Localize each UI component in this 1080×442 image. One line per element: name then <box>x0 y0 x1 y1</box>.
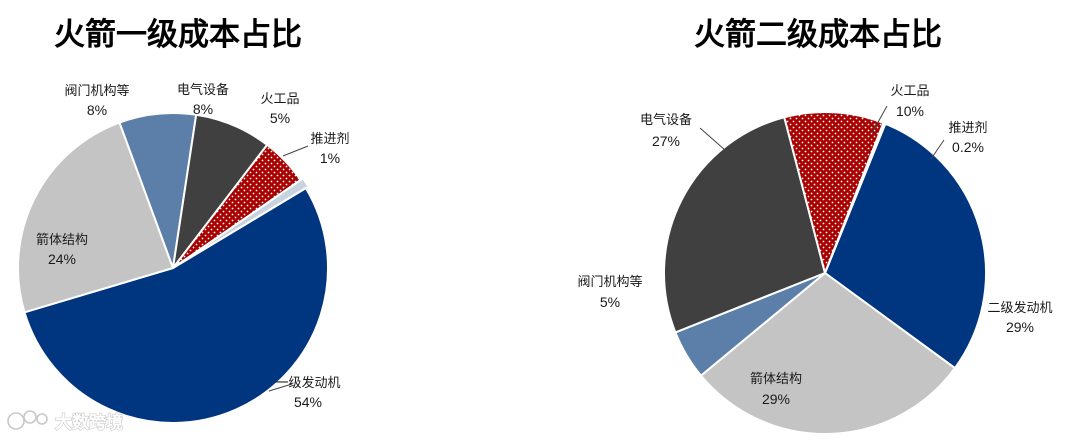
slice-value-label: 5% <box>600 294 620 310</box>
slice-category-label: 阀门机构等 <box>577 274 642 290</box>
slice-value-label: 8% <box>87 102 107 118</box>
leader-line <box>699 127 726 151</box>
slice-value-label: 5% <box>270 110 290 126</box>
chart-title: 火箭一级成本占比 <box>54 17 302 53</box>
slice-value-label: 29% <box>1006 319 1034 335</box>
pie-slice-slice-3 <box>663 116 826 334</box>
pie-slice-slice-4 <box>783 111 885 274</box>
slice-value-label: 1% <box>320 150 340 166</box>
slice-category-label: 箭体结构 <box>750 371 802 387</box>
slice-category-label: 二级发动机 <box>987 300 1052 316</box>
leader-line <box>871 105 888 134</box>
second-stage-pie-chart: 火箭二级成本占比 二级发动机 29% 箭体结构 29% 阀门机构等 5% 电气设备 27% 火工… <box>577 17 1053 435</box>
slice-category-label: 电气设备 <box>640 112 692 128</box>
slice-category-label: 电气设备 <box>177 82 229 98</box>
slice-category-label: 火工品 <box>890 84 929 99</box>
slice-category-label: 一级发动机 <box>275 375 340 391</box>
slice-value-label: 54% <box>294 394 322 410</box>
slice-category-label: 阀门机构等 <box>64 83 129 99</box>
slice-category-label: 推进剂 <box>948 121 987 136</box>
leader-line <box>282 145 309 157</box>
pie-slice-slice-1 <box>17 121 174 314</box>
watermark-logo: 大数跨境 <box>7 410 124 434</box>
pie-slice-slice-5 <box>174 177 310 268</box>
pie-slice-slice-0 <box>824 122 987 370</box>
watermark-emblem-icon <box>7 410 48 430</box>
leader-line <box>930 139 945 160</box>
slice-value-label: 0.2% <box>952 139 984 155</box>
first-stage-pie-chart: 火箭一级成本占比 一级发动机 54% 箭体结构 24% 阀门机构等 8% 电气设备 8% 火工品… <box>17 17 350 424</box>
slice-value-label: 8% <box>193 101 213 117</box>
slice-value-label: 24% <box>48 251 76 267</box>
slice-value-label: 29% <box>762 391 790 407</box>
slice-value-label: 27% <box>652 133 680 149</box>
slice-category-label: 推进剂 <box>310 132 349 147</box>
slice-category-label: 箭体结构 <box>36 232 88 248</box>
chart-title: 火箭二级成本占比 <box>694 17 942 53</box>
pie-slice-slice-0 <box>23 187 329 424</box>
watermark-text: 大数跨境 <box>55 412 123 433</box>
leader-line <box>268 383 293 392</box>
slice-category-label: 火工品 <box>260 92 299 107</box>
pie-slice-slice-5 <box>824 121 887 274</box>
slice-value-label: 10% <box>896 103 924 119</box>
pie-slice-slice-1 <box>699 272 956 435</box>
